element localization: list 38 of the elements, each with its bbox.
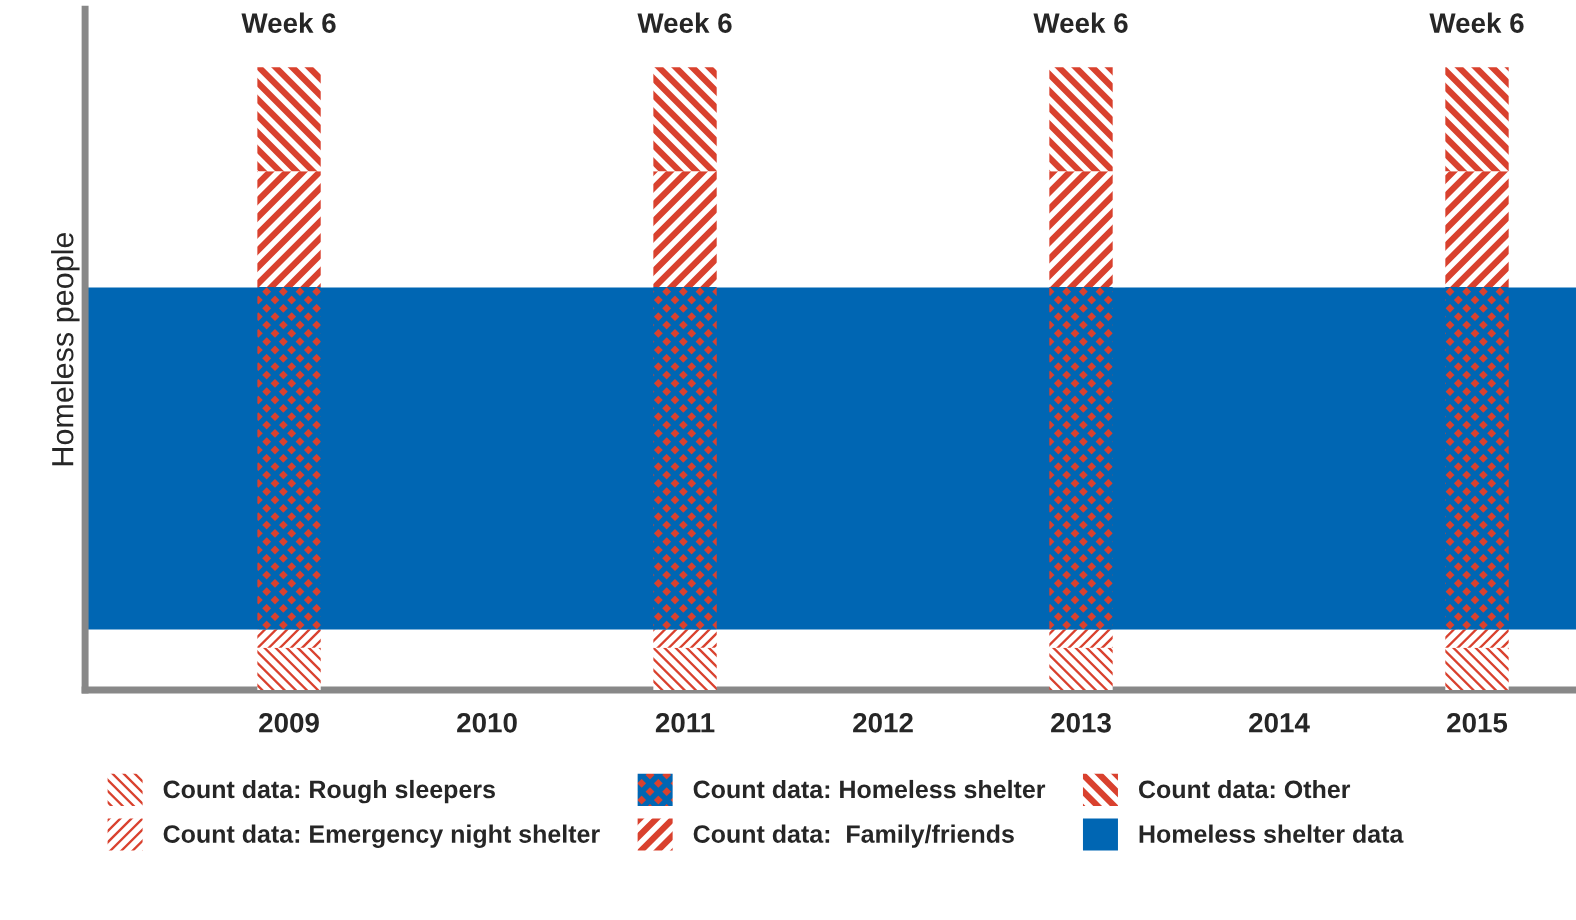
- x-tick-label: 2011: [655, 712, 715, 733]
- bar: [257, 287, 321, 630]
- bar: [1049, 647, 1113, 690]
- x-tick-label: 2009: [259, 712, 319, 733]
- bar: [257, 67, 321, 172]
- bar: [1445, 647, 1509, 690]
- legend-label: Count data: Rough sleepers: [163, 779, 495, 804]
- bar: [653, 629, 717, 648]
- annotation: Week 6: [637, 12, 732, 33]
- bar: [1049, 287, 1113, 630]
- legend-label: Count data: Homeless shelter: [693, 779, 1046, 799]
- legend-label: Count data: Family/friends: [693, 824, 1014, 848]
- bar: [653, 647, 717, 690]
- bar: [1049, 629, 1113, 648]
- annotation: Week 6: [241, 12, 336, 33]
- bar: [653, 287, 717, 630]
- bar: [653, 171, 717, 287]
- y-axis-title: Homeless people: [51, 232, 80, 466]
- bar: [1445, 171, 1509, 287]
- legend-label: Homeless shelter data: [1139, 824, 1404, 843]
- bar: [1445, 67, 1509, 172]
- x-tick-label: 2014: [1249, 712, 1310, 733]
- x-tick-label: 2010: [457, 712, 517, 733]
- bar: [257, 171, 321, 287]
- x-tick-label: 2012: [853, 712, 913, 733]
- bar: [1445, 287, 1509, 630]
- legend-label: Count data: Other: [1138, 779, 1351, 799]
- legend-label: Count data: Emergency night shelter: [163, 824, 600, 848]
- bar: [257, 629, 321, 648]
- x-tick-label: 2013: [1051, 712, 1111, 733]
- x-tick-label: 2015: [1447, 712, 1508, 733]
- annotation: Week 6: [1033, 12, 1128, 33]
- bar: [1049, 171, 1113, 287]
- bar: [257, 647, 321, 690]
- bar: [1049, 67, 1113, 172]
- annotation: Week 6: [1429, 12, 1524, 33]
- bar: [653, 67, 717, 172]
- bar: [1445, 629, 1509, 648]
